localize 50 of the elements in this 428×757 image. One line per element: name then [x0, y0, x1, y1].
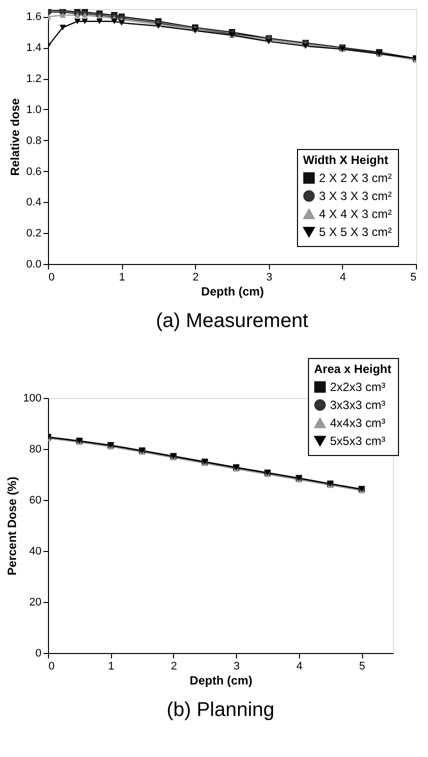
- y-axis-title: Relative dose: [8, 98, 22, 176]
- y-tick-label: 80: [29, 444, 42, 456]
- y-tick-label: 0.0: [26, 258, 42, 270]
- point: [74, 18, 81, 24]
- x-tick-label: 2: [170, 660, 178, 672]
- point: [96, 18, 103, 24]
- x-tick-label: 0: [48, 660, 55, 672]
- text: (b) Planning: [166, 699, 274, 721]
- x-tick-label: 2: [192, 272, 199, 284]
- x-tick-label: 3: [266, 272, 272, 284]
- legend-label: 5 X 5 X 3 cm²: [319, 225, 392, 239]
- y-tick-label: 20: [29, 596, 42, 608]
- legend-label: 3x3x3 cm³: [330, 398, 386, 412]
- y-tick-label: 1.4: [26, 42, 42, 54]
- x-axis-title: Depth (cm): [190, 674, 252, 688]
- legend-label: 4x4x3 cm³: [330, 416, 386, 430]
- x-tick-label: 4: [296, 660, 302, 672]
- y-tick-label: 0: [35, 648, 42, 660]
- legend-label: 2x2x3 cm³: [330, 380, 386, 394]
- legend-title: Area x Height: [314, 362, 392, 376]
- x-tick-label: 5: [359, 660, 366, 672]
- point: [111, 18, 118, 24]
- x-tick-label: 3: [234, 660, 240, 672]
- y-tick-label: 0.6: [26, 166, 42, 178]
- legend-label: 4 X 4 X 3 cm²: [319, 207, 392, 221]
- x-tick-label: 0: [48, 272, 55, 284]
- legend-label: 2 X 2 X 3 cm²: [319, 171, 392, 185]
- legend-label: 5x5x3 cm³: [330, 434, 386, 448]
- legend-label: 3 X 3 X 3 cm²: [319, 189, 392, 203]
- point: [118, 20, 125, 26]
- text: (a) Measurement: [156, 310, 309, 332]
- y-tick-label: 0.8: [26, 134, 42, 147]
- legend-title: Width X Height: [303, 153, 388, 167]
- x-axis-title: Depth (cm): [201, 284, 264, 298]
- x-tick-label: 1: [119, 272, 126, 284]
- y-tick-label: 60: [29, 494, 42, 506]
- y-tick-label: 1.2: [26, 73, 42, 86]
- point: [82, 18, 88, 24]
- y-tick-label: 0.2: [26, 228, 42, 240]
- x-tick-label: 4: [340, 272, 346, 284]
- point: [60, 12, 66, 18]
- point: [60, 24, 66, 30]
- y-tick-label: 100: [23, 392, 42, 404]
- y-tick-label: 1.6: [26, 11, 42, 24]
- x-tick-label: 5: [410, 272, 416, 284]
- y-axis-title: Percent Dose (%): [5, 476, 20, 576]
- y-tick-label: 40: [29, 546, 42, 558]
- y-tick-label: 0.4: [26, 196, 42, 209]
- x-tick-label: 1: [108, 660, 114, 672]
- y-tick-label: 1.0: [26, 104, 42, 116]
